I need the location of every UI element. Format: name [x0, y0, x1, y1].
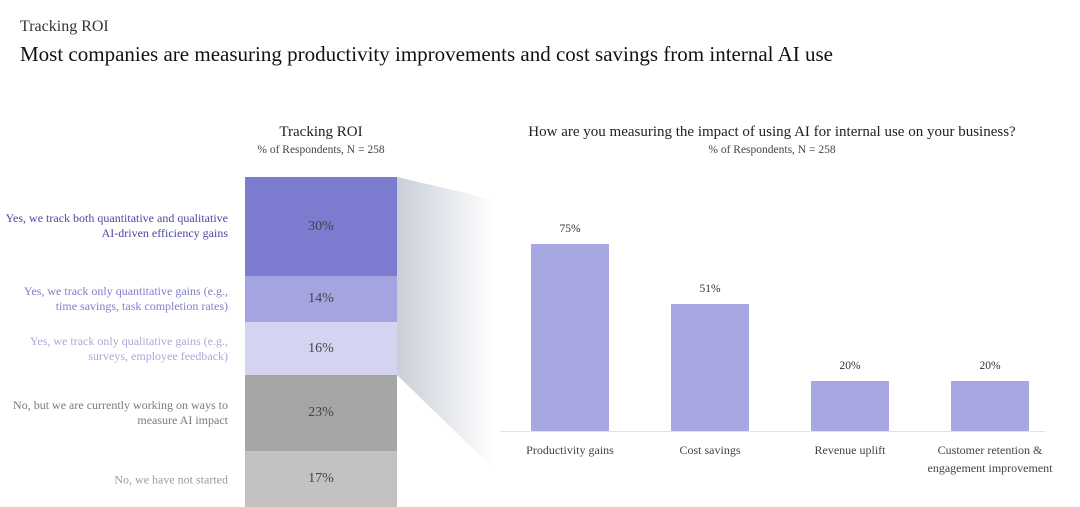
x-tick-label: Revenue uplift — [814, 443, 886, 457]
x-axis-line — [500, 431, 1045, 432]
kicker: Tracking ROI — [20, 18, 109, 35]
bar-chart-title: How are you measuring the impact of usin… — [528, 124, 1016, 140]
stack-segment: 30% — [245, 177, 397, 276]
stack-segment: 16% — [245, 322, 397, 375]
bar — [951, 381, 1029, 431]
stack-segment: 14% — [245, 276, 397, 323]
segment-label: Yes, we track both quantitative and qual… — [5, 211, 228, 240]
stacked-bar: 30% 14% 16% 23% 17% — [245, 177, 397, 507]
page-title: Most companies are measuring productivit… — [20, 42, 833, 66]
bar-chart-subtitle: % of Respondents, N = 258 — [708, 144, 836, 156]
bar — [811, 381, 889, 431]
data-label: 51% — [699, 282, 721, 295]
segment-label: Yes, we track only quantitative gains (e… — [23, 284, 228, 313]
segment-label: No, we have not started — [114, 472, 228, 487]
segment-label: No, but we are currently working on ways… — [13, 398, 228, 427]
bar — [671, 303, 749, 431]
stack-segment: 23% — [245, 375, 397, 451]
funnel-connector — [397, 177, 495, 470]
x-tick-label: Customer retention & engagement improvem… — [927, 443, 1053, 475]
stack-segment: 17% — [245, 450, 397, 507]
segment-label: Yes, we track only qualitative gains (e.… — [29, 334, 228, 363]
x-tick-label: Cost savings — [679, 443, 741, 457]
data-label: 20% — [979, 360, 1001, 373]
x-tick-label: Productivity gains — [526, 443, 614, 457]
data-label: 75% — [559, 223, 581, 235]
stack-chart-subtitle: % of Respondents, N = 258 — [257, 144, 385, 156]
stack-chart-title: Tracking ROI — [279, 124, 363, 140]
data-label: 20% — [839, 360, 861, 373]
bar — [531, 244, 609, 431]
